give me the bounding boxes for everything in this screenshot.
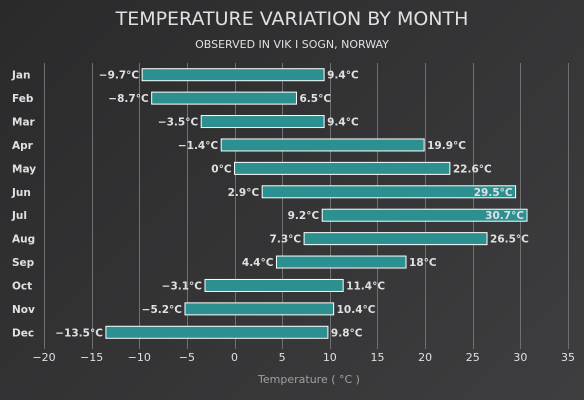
chart-title: TEMPERATURE VARIATION BY MONTH (115, 8, 469, 30)
low-value-label: −13.5°C (55, 327, 103, 339)
x-tick-label: 0 (231, 351, 238, 364)
temperature-bar (184, 302, 335, 316)
low-value-label: 0°C (211, 163, 232, 175)
x-tick-label: 20 (418, 351, 432, 364)
temperature-bar (321, 208, 528, 222)
temperature-bar (261, 185, 517, 199)
data-labels: −9.7°C 9.4°C −8.7°C 6.5°C −3.5°C 9.4°C −1.4°C 1… (55, 70, 529, 340)
x-axis-ticks: −20 −15 −10 −5 0 5 10 15 20 25 30 35 (32, 344, 575, 364)
low-value-label: −1.4°C (178, 140, 219, 152)
low-value-label: −8.7°C (108, 93, 149, 105)
bars (105, 68, 528, 339)
category-label: Aug (12, 234, 35, 246)
category-label: Nov (12, 304, 35, 316)
x-tick-label: 25 (466, 351, 480, 364)
temperature-bar (204, 278, 344, 292)
category-label: Sep (12, 257, 35, 269)
high-value-label: 30.7°C (485, 210, 524, 222)
x-tick-label: 35 (561, 351, 575, 364)
category-label: Apr (12, 140, 34, 152)
x-tick-label: 5 (279, 351, 286, 364)
high-value-label: 18°C (409, 257, 437, 269)
category-label: Mar (12, 117, 36, 129)
low-value-label: 4.4°C (242, 257, 274, 269)
x-tick-label: −15 (80, 351, 103, 364)
high-value-label: 22.6°C (453, 163, 492, 175)
high-value-label: 29.5°C (474, 187, 513, 199)
x-tick-label: −10 (128, 351, 151, 364)
x-tick-label: 10 (323, 351, 337, 364)
high-value-label: 10.4°C (337, 304, 376, 316)
low-value-label: −5.2°C (142, 304, 183, 316)
high-value-label: 19.9°C (427, 140, 466, 152)
low-value-label: 2.9°C (228, 187, 260, 199)
category-label: May (12, 163, 36, 175)
x-tick-label: −5 (179, 351, 195, 364)
category-label: Jun (11, 187, 31, 199)
high-value-label: 6.5°C (299, 93, 331, 105)
temperature-bar (275, 255, 407, 269)
high-value-label: 11.4°C (346, 280, 385, 292)
category-label: Dec (12, 327, 34, 339)
temperature-bar (141, 68, 325, 82)
high-value-label: 26.5°C (490, 234, 529, 246)
temperature-bar (220, 138, 425, 152)
high-value-label: 9.4°C (327, 70, 359, 82)
temperature-bar (200, 115, 325, 129)
temperature-bar (105, 325, 329, 339)
x-axis-title: Temperature ( °C ) (257, 373, 360, 386)
x-tick-label: −20 (32, 351, 55, 364)
high-value-label: 9.4°C (327, 117, 359, 129)
low-value-label: 7.3°C (270, 234, 302, 246)
high-value-label: 9.8°C (331, 327, 363, 339)
x-tick-label: 30 (513, 351, 527, 364)
low-value-label: −3.5°C (158, 117, 199, 129)
temperature-bar (303, 232, 488, 246)
category-labels: Jan Feb Mar Apr May Jun Jul Aug Sep Oct Nov Dec (11, 70, 36, 340)
grid-lines (44, 63, 569, 344)
temperature-bar (234, 161, 451, 175)
chart-subtitle: OBSERVED IN VIK I SOGN, NORWAY (195, 38, 389, 51)
category-label: Oct (12, 280, 32, 292)
category-label: Jan (11, 70, 30, 82)
category-label: Jul (11, 210, 27, 222)
low-value-label: −3.1°C (162, 280, 203, 292)
temperature-bar (151, 91, 297, 105)
category-label: Feb (12, 93, 34, 105)
x-tick-label: 15 (370, 351, 384, 364)
low-value-label: 9.2°C (288, 210, 320, 222)
low-value-label: −9.7°C (99, 70, 140, 82)
